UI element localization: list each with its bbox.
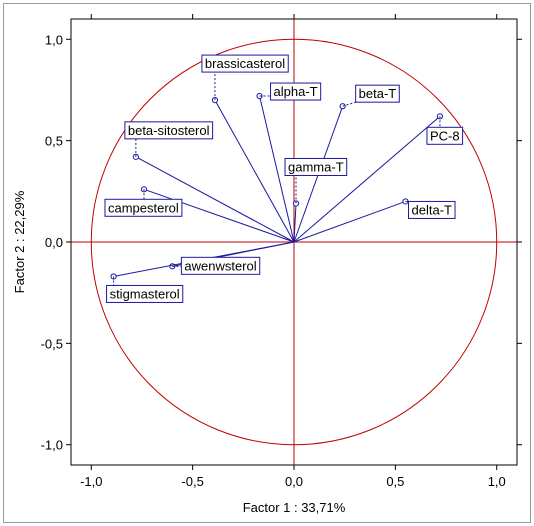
label-text-alpha-T: alpha-T [274, 84, 318, 99]
vector-brassicasterol [214, 99, 295, 243]
label-box-PC-8 [426, 126, 464, 145]
y-tick-label: 1,0 [45, 32, 63, 47]
loading-vectors [110, 92, 444, 280]
x-tick-label: 1,0 [488, 474, 506, 489]
label-box-campesterol [104, 198, 183, 217]
label-text-gamma-T: gamma-T [288, 159, 344, 174]
label-box-alpha-T [270, 82, 322, 101]
y-tick-label: 0,5 [45, 134, 63, 149]
label-text-beta-sitosterol: beta-sitosterol [128, 123, 210, 138]
label-box-gamma-T [284, 157, 348, 176]
label-brassicasterol: brassicasterol [201, 54, 289, 73]
label-campesterol: campesterol [104, 198, 183, 217]
label-text-campesterol: campesterol [108, 200, 179, 215]
x-tick-label: 0,5 [386, 474, 404, 489]
x-tick-label: -0,5 [181, 474, 203, 489]
x-axis-title: Factor 1 : 33,71% [243, 500, 346, 515]
y-tick-label: -1,0 [41, 438, 63, 453]
label-text-awenwsterol: awenwsterol [184, 258, 256, 273]
vector-alpha-T [259, 95, 295, 243]
label-text-stigmasterol: stigmasterol [110, 286, 180, 301]
y-axis: 1,0 0,5 0,0 -0,5 -1,0 [41, 32, 522, 453]
label-delta-T: delta-T [408, 200, 456, 219]
label-beta-T: beta-T [355, 84, 400, 103]
vector-campesterol [143, 188, 295, 243]
y-tick-label: -0,5 [41, 336, 63, 351]
label-box-stigmasterol [106, 284, 184, 303]
y-axis-title: Factor 2 : 22,29% [12, 190, 27, 293]
vector-delta-T [293, 200, 406, 243]
label-text-PC-8: PC-8 [430, 128, 460, 143]
x-tick-label: -1,0 [80, 474, 102, 489]
label-awenwsterol: awenwsterol [180, 256, 261, 275]
label-alpha-T: alpha-T [270, 82, 322, 101]
vector-PC-8 [293, 115, 441, 243]
label-stigmasterol: stigmasterol [106, 284, 184, 303]
x-axis: -1,0 -0,5 0,0 0,5 1,0 [80, 14, 506, 489]
label-box-beta-T [355, 84, 400, 103]
label-text-delta-T: delta-T [412, 202, 453, 217]
label-box-brassicasterol [201, 54, 289, 73]
label-box-beta-sitosterol [124, 121, 214, 140]
label-gamma-T: gamma-T [284, 157, 348, 176]
label-text-beta-T: beta-T [359, 86, 397, 101]
vector-gamma-T [293, 203, 297, 243]
y-tick-label: 0,0 [45, 235, 63, 250]
label-PC-8: PC-8 [426, 126, 464, 145]
label-text-brassicasterol: brassicasterol [205, 56, 285, 71]
x-tick-label: 0,0 [285, 474, 303, 489]
label-box-delta-T [408, 200, 456, 219]
point-labels: brassicasterol alpha-T beta-T PC-8 beta-sito… [104, 54, 464, 303]
vector-beta-sitosterol [135, 156, 295, 243]
label-beta-sitosterol: beta-sitosterol [124, 121, 214, 140]
